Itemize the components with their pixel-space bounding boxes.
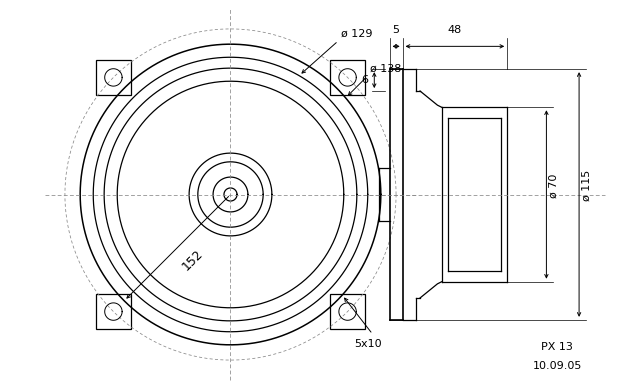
Bar bbox=[330, 60, 365, 95]
Text: ø 138: ø 138 bbox=[370, 64, 401, 74]
Bar bbox=[96, 294, 131, 329]
Bar bbox=[330, 294, 365, 329]
Text: ø 129: ø 129 bbox=[341, 29, 372, 39]
Bar bbox=[96, 60, 131, 95]
Text: ø 115: ø 115 bbox=[582, 170, 591, 202]
Text: 6: 6 bbox=[361, 75, 368, 85]
Text: 48: 48 bbox=[448, 25, 462, 35]
Text: 10.09.05: 10.09.05 bbox=[533, 361, 582, 371]
Text: ø 70: ø 70 bbox=[549, 173, 558, 198]
Text: 152: 152 bbox=[180, 247, 205, 273]
Text: PX 13: PX 13 bbox=[542, 342, 573, 352]
Text: 5x10: 5x10 bbox=[355, 339, 382, 349]
Text: 5: 5 bbox=[393, 25, 399, 35]
